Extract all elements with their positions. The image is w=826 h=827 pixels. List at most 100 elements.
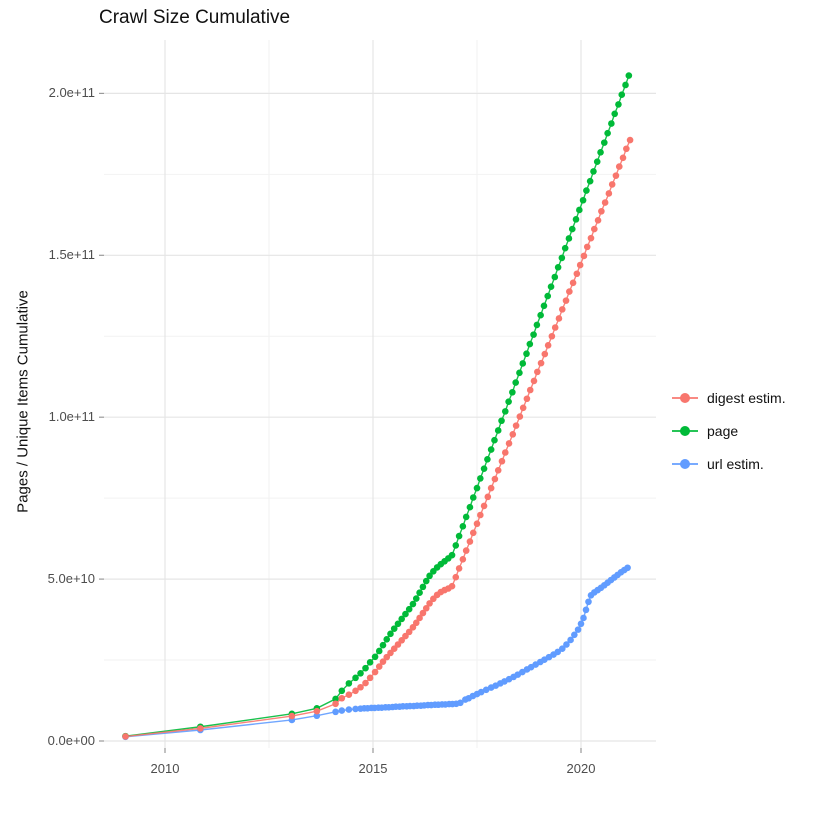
data-point-page [422,577,430,585]
data-point-page [383,636,391,643]
data-point-digestestim [598,207,605,215]
data-point-digestestim [426,600,433,607]
data-point-page [551,273,559,281]
data-point-digestestim [612,172,620,179]
data-point-urlestim [571,631,578,639]
data-point-page [576,206,583,214]
data-point-digestestim [345,691,353,698]
data-point-digestestim [573,270,581,278]
data-point-page [505,398,512,405]
data-point-digestestim [505,440,513,447]
data-point-digestestim [412,619,420,627]
y-axis-title: Pages / Unique Items Cumulative [14,290,32,513]
data-point-page [611,110,618,118]
data-point-urlestim [563,641,570,648]
data-point-page [375,647,383,655]
data-point-digestestim [371,668,379,676]
legend-item-page: page [672,414,786,447]
data-point-digestestim [491,475,499,483]
y-tick-label: 2.0e+11 [48,85,95,101]
data-point-digestestim [615,163,623,170]
data-point-page [338,687,346,695]
data-point-digestestim [580,252,588,260]
data-point-page [416,589,423,596]
data-point-page [547,283,555,291]
data-point-digestestim [501,449,509,456]
data-point-page [590,168,597,175]
data-point-digestestim [523,395,531,403]
data-point-digestestim [544,342,552,349]
data-point-page [473,484,481,492]
data-point-page [501,408,509,415]
data-point-urlestim [477,688,485,696]
data-point-digestestim [551,324,559,331]
data-point-page [544,292,552,300]
y-tick-label: 0.0e+00 [47,733,95,748]
data-point-digestestim [562,297,570,304]
data-point-urlestim [352,705,359,713]
x-tick-label: 2015 [358,761,388,776]
legend-label: page [707,422,739,439]
data-point-digestestim [366,674,374,682]
data-point-digestestim [402,632,409,640]
data-point-page [412,595,420,602]
data-point-page [597,149,604,156]
data-point-urlestim [332,708,339,716]
data-point-digestestim [419,609,427,617]
data-point-digestestim [357,683,364,691]
data-point-digestestim [288,712,296,720]
data-point-page [498,417,505,425]
data-point-digestestim [387,649,394,657]
data-point-page [625,72,633,79]
data-point-page [561,244,569,252]
data-point-page [540,302,548,310]
data-point-page [568,225,576,233]
data-point-digestestim [416,614,423,622]
data-point-page [523,350,530,358]
y-tick-label: 1.0e+11 [48,409,95,425]
data-point-page [533,321,541,329]
data-point-digestestim [558,306,566,313]
data-point-digestestim [512,422,520,429]
data-point-digestestim [519,404,527,412]
data-point-digestestim [626,136,634,144]
data-point-digestestim [526,386,534,394]
data-point-digestestim [398,636,406,644]
data-point-page [572,216,580,223]
data-point-digestestim [548,332,556,340]
data-point-urlestim [585,598,592,606]
data-point-page [516,369,523,377]
data-point-digestestim [122,733,129,740]
data-point-digestestim [605,190,613,197]
data-point-digestestim [390,645,398,653]
legend-item-digest-estim: digest estim. [672,381,786,414]
data-point-page [618,91,626,98]
data-point-digestestim [541,350,549,358]
data-point-page [519,360,527,367]
data-point-digestestim [591,225,598,233]
data-point-page [394,620,402,628]
data-point-page [487,446,495,453]
data-point-urlestim [577,620,585,628]
data-point-page [379,641,387,649]
chart-title: Crawl Size Cumulative [99,7,291,28]
data-point-page [494,427,502,434]
data-point-page [362,664,369,672]
data-point-page [579,196,587,204]
data-point-digestestim [509,431,517,438]
data-point-digestestim [594,217,602,224]
data-point-page [459,523,467,530]
data-point-digestestim [601,199,609,206]
data-point-page [491,436,498,444]
data-point-page [583,187,590,194]
data-point-urlestim [482,686,490,694]
data-point-digestestim [466,538,474,545]
data-point-page [537,311,544,319]
data-point-page [484,455,491,463]
data-point-page [469,494,477,501]
data-point-page [402,610,409,618]
data-point-digestestim [473,520,481,528]
data-point-digestestim [569,279,577,287]
data-point-urlestim [457,699,464,707]
data-point-page [405,605,413,613]
